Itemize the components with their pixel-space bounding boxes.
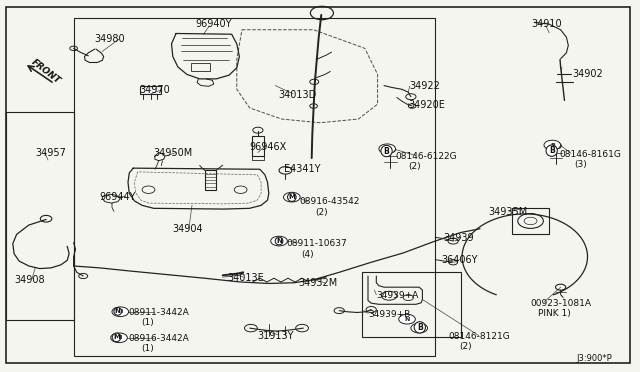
Bar bbox=[205, 170, 216, 190]
Text: 34904: 34904 bbox=[173, 224, 204, 234]
Bar bbox=[512, 208, 549, 234]
Text: 34957: 34957 bbox=[35, 148, 66, 157]
Bar bbox=[362, 272, 461, 337]
Text: 08911-3442A: 08911-3442A bbox=[128, 308, 189, 317]
Bar bbox=[74, 18, 435, 356]
Text: 34939+A: 34939+A bbox=[376, 291, 419, 300]
Text: N: N bbox=[118, 309, 123, 314]
Text: B: B bbox=[384, 147, 389, 155]
Circle shape bbox=[544, 140, 561, 150]
Text: B: B bbox=[417, 326, 422, 331]
Text: 34908: 34908 bbox=[14, 275, 45, 285]
Text: 08916-3442A: 08916-3442A bbox=[128, 334, 189, 343]
Text: M: M bbox=[289, 194, 295, 200]
Text: B: B bbox=[385, 146, 390, 151]
Text: B: B bbox=[549, 146, 554, 155]
Text: 34902: 34902 bbox=[573, 70, 604, 79]
Text: B: B bbox=[550, 142, 555, 148]
Text: PINK 1): PINK 1) bbox=[538, 309, 570, 318]
Text: E4341Y: E4341Y bbox=[284, 164, 320, 174]
Text: 34013D: 34013D bbox=[278, 90, 317, 100]
Text: 96946X: 96946X bbox=[250, 142, 287, 152]
Bar bbox=[252, 136, 264, 156]
Text: N: N bbox=[276, 238, 282, 244]
Text: M: M bbox=[113, 334, 120, 340]
Text: 34922: 34922 bbox=[410, 81, 440, 90]
Text: (2): (2) bbox=[460, 342, 472, 351]
Circle shape bbox=[111, 333, 127, 343]
Text: 08911-10637: 08911-10637 bbox=[287, 239, 348, 248]
Text: (2): (2) bbox=[408, 162, 421, 171]
Bar bbox=[191, 63, 210, 71]
Text: (1): (1) bbox=[141, 318, 154, 327]
Text: N: N bbox=[404, 317, 410, 322]
Text: N: N bbox=[276, 238, 282, 244]
Circle shape bbox=[112, 307, 129, 317]
Text: 34932M: 34932M bbox=[298, 279, 337, 288]
Text: 08916-43542: 08916-43542 bbox=[300, 197, 360, 206]
Text: 34013E: 34013E bbox=[227, 273, 264, 283]
Text: (1): (1) bbox=[141, 344, 154, 353]
Text: 36406Y: 36406Y bbox=[442, 256, 478, 265]
Text: 00923-1081A: 00923-1081A bbox=[530, 299, 591, 308]
Circle shape bbox=[271, 236, 287, 246]
Text: 34970: 34970 bbox=[140, 85, 170, 95]
Circle shape bbox=[379, 144, 396, 154]
Circle shape bbox=[284, 192, 300, 202]
Bar bbox=[6, 112, 74, 320]
Text: 34950M: 34950M bbox=[154, 148, 193, 157]
Text: 96944Y: 96944Y bbox=[99, 192, 136, 202]
Text: J3:900*P: J3:900*P bbox=[576, 354, 612, 363]
Text: N: N bbox=[115, 308, 121, 314]
Text: 08146-8121G: 08146-8121G bbox=[448, 332, 509, 341]
Text: 34910: 34910 bbox=[531, 19, 562, 29]
Text: 34939: 34939 bbox=[444, 233, 474, 243]
Text: M: M bbox=[289, 195, 295, 200]
Text: 34980: 34980 bbox=[95, 34, 125, 44]
Text: 34939+B: 34939+B bbox=[368, 310, 410, 319]
Text: FRONT: FRONT bbox=[30, 57, 62, 86]
Text: (3): (3) bbox=[575, 160, 588, 169]
Text: 31913Y: 31913Y bbox=[257, 331, 294, 341]
Text: (4): (4) bbox=[301, 250, 314, 259]
Text: (2): (2) bbox=[315, 208, 328, 217]
Bar bbox=[140, 86, 161, 94]
Circle shape bbox=[399, 314, 415, 324]
Text: 34935M: 34935M bbox=[488, 207, 527, 217]
Text: B: B bbox=[417, 323, 422, 332]
Text: 96940Y: 96940Y bbox=[195, 19, 232, 29]
Circle shape bbox=[411, 323, 428, 333]
Text: 08146-6122G: 08146-6122G bbox=[396, 152, 457, 161]
Text: 34920E: 34920E bbox=[408, 100, 445, 110]
Text: M: M bbox=[116, 335, 122, 340]
Text: 08146-8161G: 08146-8161G bbox=[559, 150, 621, 159]
